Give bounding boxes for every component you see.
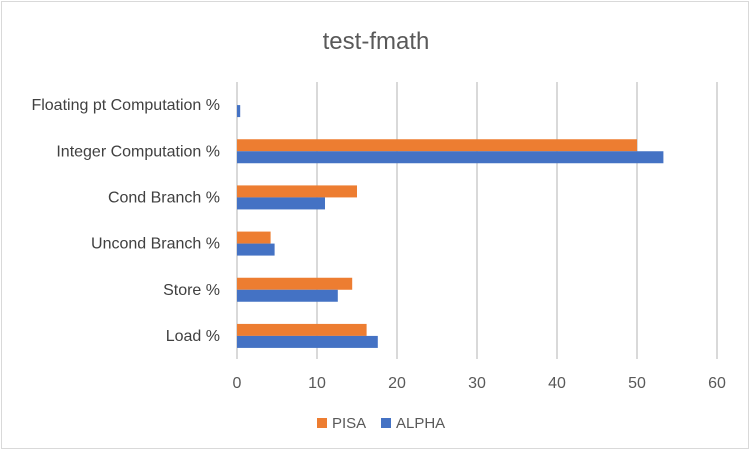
x-tick-label: 10 (308, 375, 326, 392)
bar-alpha (237, 289, 338, 302)
gridlines (236, 82, 718, 359)
x-tick-label: 60 (708, 375, 726, 392)
bar-pisa (237, 277, 353, 290)
bar-pisa (237, 231, 271, 244)
category-label: Store % (163, 282, 220, 299)
bar-alpha (237, 335, 378, 348)
legend-label-pisa: PISA (332, 415, 366, 432)
bar-pisa (237, 185, 357, 198)
bar-alpha (237, 197, 325, 210)
bar-alpha (237, 243, 275, 256)
bars (237, 105, 664, 348)
legend: PISA ALPHA (317, 415, 445, 432)
bar-pisa (237, 323, 367, 336)
category-label: Load % (166, 328, 220, 345)
x-tick-label: 20 (388, 375, 406, 392)
bar-alpha (237, 105, 241, 118)
x-tick-label: 40 (548, 375, 566, 392)
x-axis-ticks: 0 10 20 30 40 50 60 (233, 375, 726, 392)
legend-swatch-alpha (381, 418, 391, 428)
category-label: Floating pt Computation % (31, 97, 220, 114)
x-tick-label: 30 (468, 375, 486, 392)
bar-alpha (237, 151, 664, 164)
legend-label-alpha: ALPHA (396, 415, 445, 432)
category-label: Uncond Branch % (91, 236, 220, 253)
category-label: Integer Computation % (56, 143, 220, 160)
legend-swatch-pisa (317, 418, 327, 428)
x-tick-label: 50 (628, 375, 646, 392)
category-labels: Floating pt Computation % Integer Computa… (31, 97, 220, 345)
bar-pisa (237, 139, 637, 152)
category-label: Cond Branch % (108, 189, 220, 206)
x-tick-label: 0 (233, 375, 242, 392)
chart-title: test-fmath (323, 28, 430, 55)
